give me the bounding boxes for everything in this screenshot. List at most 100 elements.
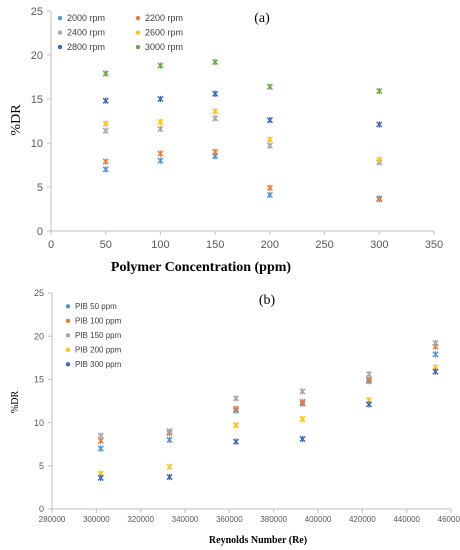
- legend-label: PIB 100 ppm: [75, 317, 122, 326]
- legend-label: PIB 150 ppm: [75, 331, 122, 340]
- y-tick-label: 0: [37, 226, 43, 238]
- data-point: [376, 121, 383, 128]
- legend-marker: [57, 30, 63, 35]
- data-point: [102, 97, 109, 104]
- legend-item: 2400 rpm: [57, 28, 105, 38]
- legend-item: 2000 rpm: [57, 13, 105, 23]
- y-tick-label: 10: [34, 418, 44, 428]
- y-tick-label: 20: [31, 50, 43, 62]
- data-point: [299, 398, 306, 406]
- chart-a-marks: [102, 58, 383, 203]
- x-tick-label: 440000: [393, 515, 420, 524]
- x-tick-label: 420000: [349, 515, 376, 524]
- data-point: [166, 473, 173, 481]
- x-tick-label: 150: [206, 239, 224, 251]
- data-point: [166, 428, 173, 435]
- y-tick-label: 10: [31, 138, 43, 150]
- data-point: [266, 136, 273, 143]
- data-point: [212, 115, 219, 122]
- chart-b-legend: PIB 50 ppm PIB 100 ppm PIB 150 ppm PIB 200 …: [65, 302, 122, 369]
- chart-b-y-axis-label: %DR: [10, 391, 21, 414]
- x-tick-label: 250: [315, 239, 333, 251]
- data-point: [157, 125, 164, 133]
- chart-b-panel-label: (b): [259, 293, 276, 308]
- data-point: [376, 156, 383, 163]
- legend-marker: [57, 15, 63, 21]
- legend-marker: [135, 15, 141, 21]
- data-point: [212, 90, 219, 97]
- x-tick-label: 280000: [39, 515, 66, 524]
- data-point: [102, 120, 109, 127]
- data-point: [266, 184, 273, 192]
- legend-item: 2600 rpm: [135, 28, 183, 38]
- data-point: [299, 388, 306, 395]
- legend-label: PIB 50 ppm: [75, 302, 117, 311]
- chart-panel-b: 0 5 10 15 20 25 280000 300000 320000 340000 360000…: [10, 288, 460, 546]
- x-tick-label: 50: [100, 239, 112, 251]
- chart-b-x-axis-label: Reynolds Number (Re): [209, 535, 307, 546]
- legend-label: PIB 300 ppm: [75, 360, 122, 369]
- legend-item: PIB 50 ppm: [65, 302, 117, 311]
- data-point: [157, 157, 164, 164]
- data-point: [166, 463, 173, 470]
- y-tick-label: 5: [39, 461, 44, 471]
- data-point: [212, 148, 219, 155]
- data-point: [232, 405, 240, 412]
- data-point: [97, 474, 104, 482]
- data-point: [432, 351, 439, 358]
- data-point: [266, 83, 273, 90]
- data-point: [97, 445, 104, 452]
- legend-marker: [57, 44, 63, 50]
- chart-b-marks: [97, 339, 439, 482]
- legend-marker: [65, 333, 71, 338]
- legend-label: 3000 rpm: [145, 42, 183, 52]
- data-point: [157, 95, 164, 103]
- legend-item: PIB 200 ppm: [65, 346, 122, 355]
- data-point: [376, 196, 383, 203]
- data-point: [157, 62, 164, 69]
- legend-marker: [65, 362, 71, 367]
- data-point: [157, 118, 164, 126]
- legend-marker: [65, 347, 71, 353]
- data-point: [365, 371, 373, 378]
- x-tick-label: 400000: [305, 515, 332, 524]
- legend-marker: [135, 44, 141, 50]
- x-tick-label: 340000: [172, 515, 199, 524]
- legend-item: PIB 300 ppm: [65, 360, 122, 369]
- data-point: [299, 415, 306, 423]
- legend-marker: [135, 30, 141, 35]
- chart-a-y-axis-label: %DR: [9, 104, 24, 136]
- data-point: [266, 191, 273, 199]
- y-tick-label: 15: [34, 375, 44, 385]
- legend-label: 2000 rpm: [67, 13, 105, 23]
- y-tick-label: 25: [34, 288, 44, 298]
- legend-item: 2800 rpm: [57, 42, 105, 52]
- x-tick-label: 380000: [260, 515, 287, 524]
- data-point: [266, 116, 273, 124]
- x-tick-label: 320000: [127, 515, 154, 524]
- data-point: [166, 436, 173, 444]
- data-point: [97, 432, 104, 439]
- data-point: [266, 142, 273, 149]
- legend-item: 3000 rpm: [135, 42, 183, 52]
- data-point: [432, 368, 439, 375]
- legend-marker: [65, 304, 71, 309]
- x-tick-label: 300: [370, 239, 388, 251]
- x-tick-label: 460000: [438, 515, 460, 524]
- data-point: [232, 438, 240, 445]
- x-tick-label: 0: [48, 239, 54, 251]
- data-point: [232, 395, 240, 402]
- data-point: [365, 401, 373, 408]
- chart-a-panel-label: (a): [254, 11, 270, 26]
- legend-label: 2400 rpm: [67, 28, 105, 38]
- y-tick-label: 5: [37, 182, 43, 194]
- data-point: [212, 108, 219, 115]
- data-point: [102, 127, 109, 134]
- y-tick-label: 25: [31, 6, 43, 18]
- data-point: [376, 87, 383, 95]
- legend-item: 2200 rpm: [135, 13, 183, 23]
- data-point: [232, 421, 240, 429]
- y-tick-label: 0: [39, 504, 44, 514]
